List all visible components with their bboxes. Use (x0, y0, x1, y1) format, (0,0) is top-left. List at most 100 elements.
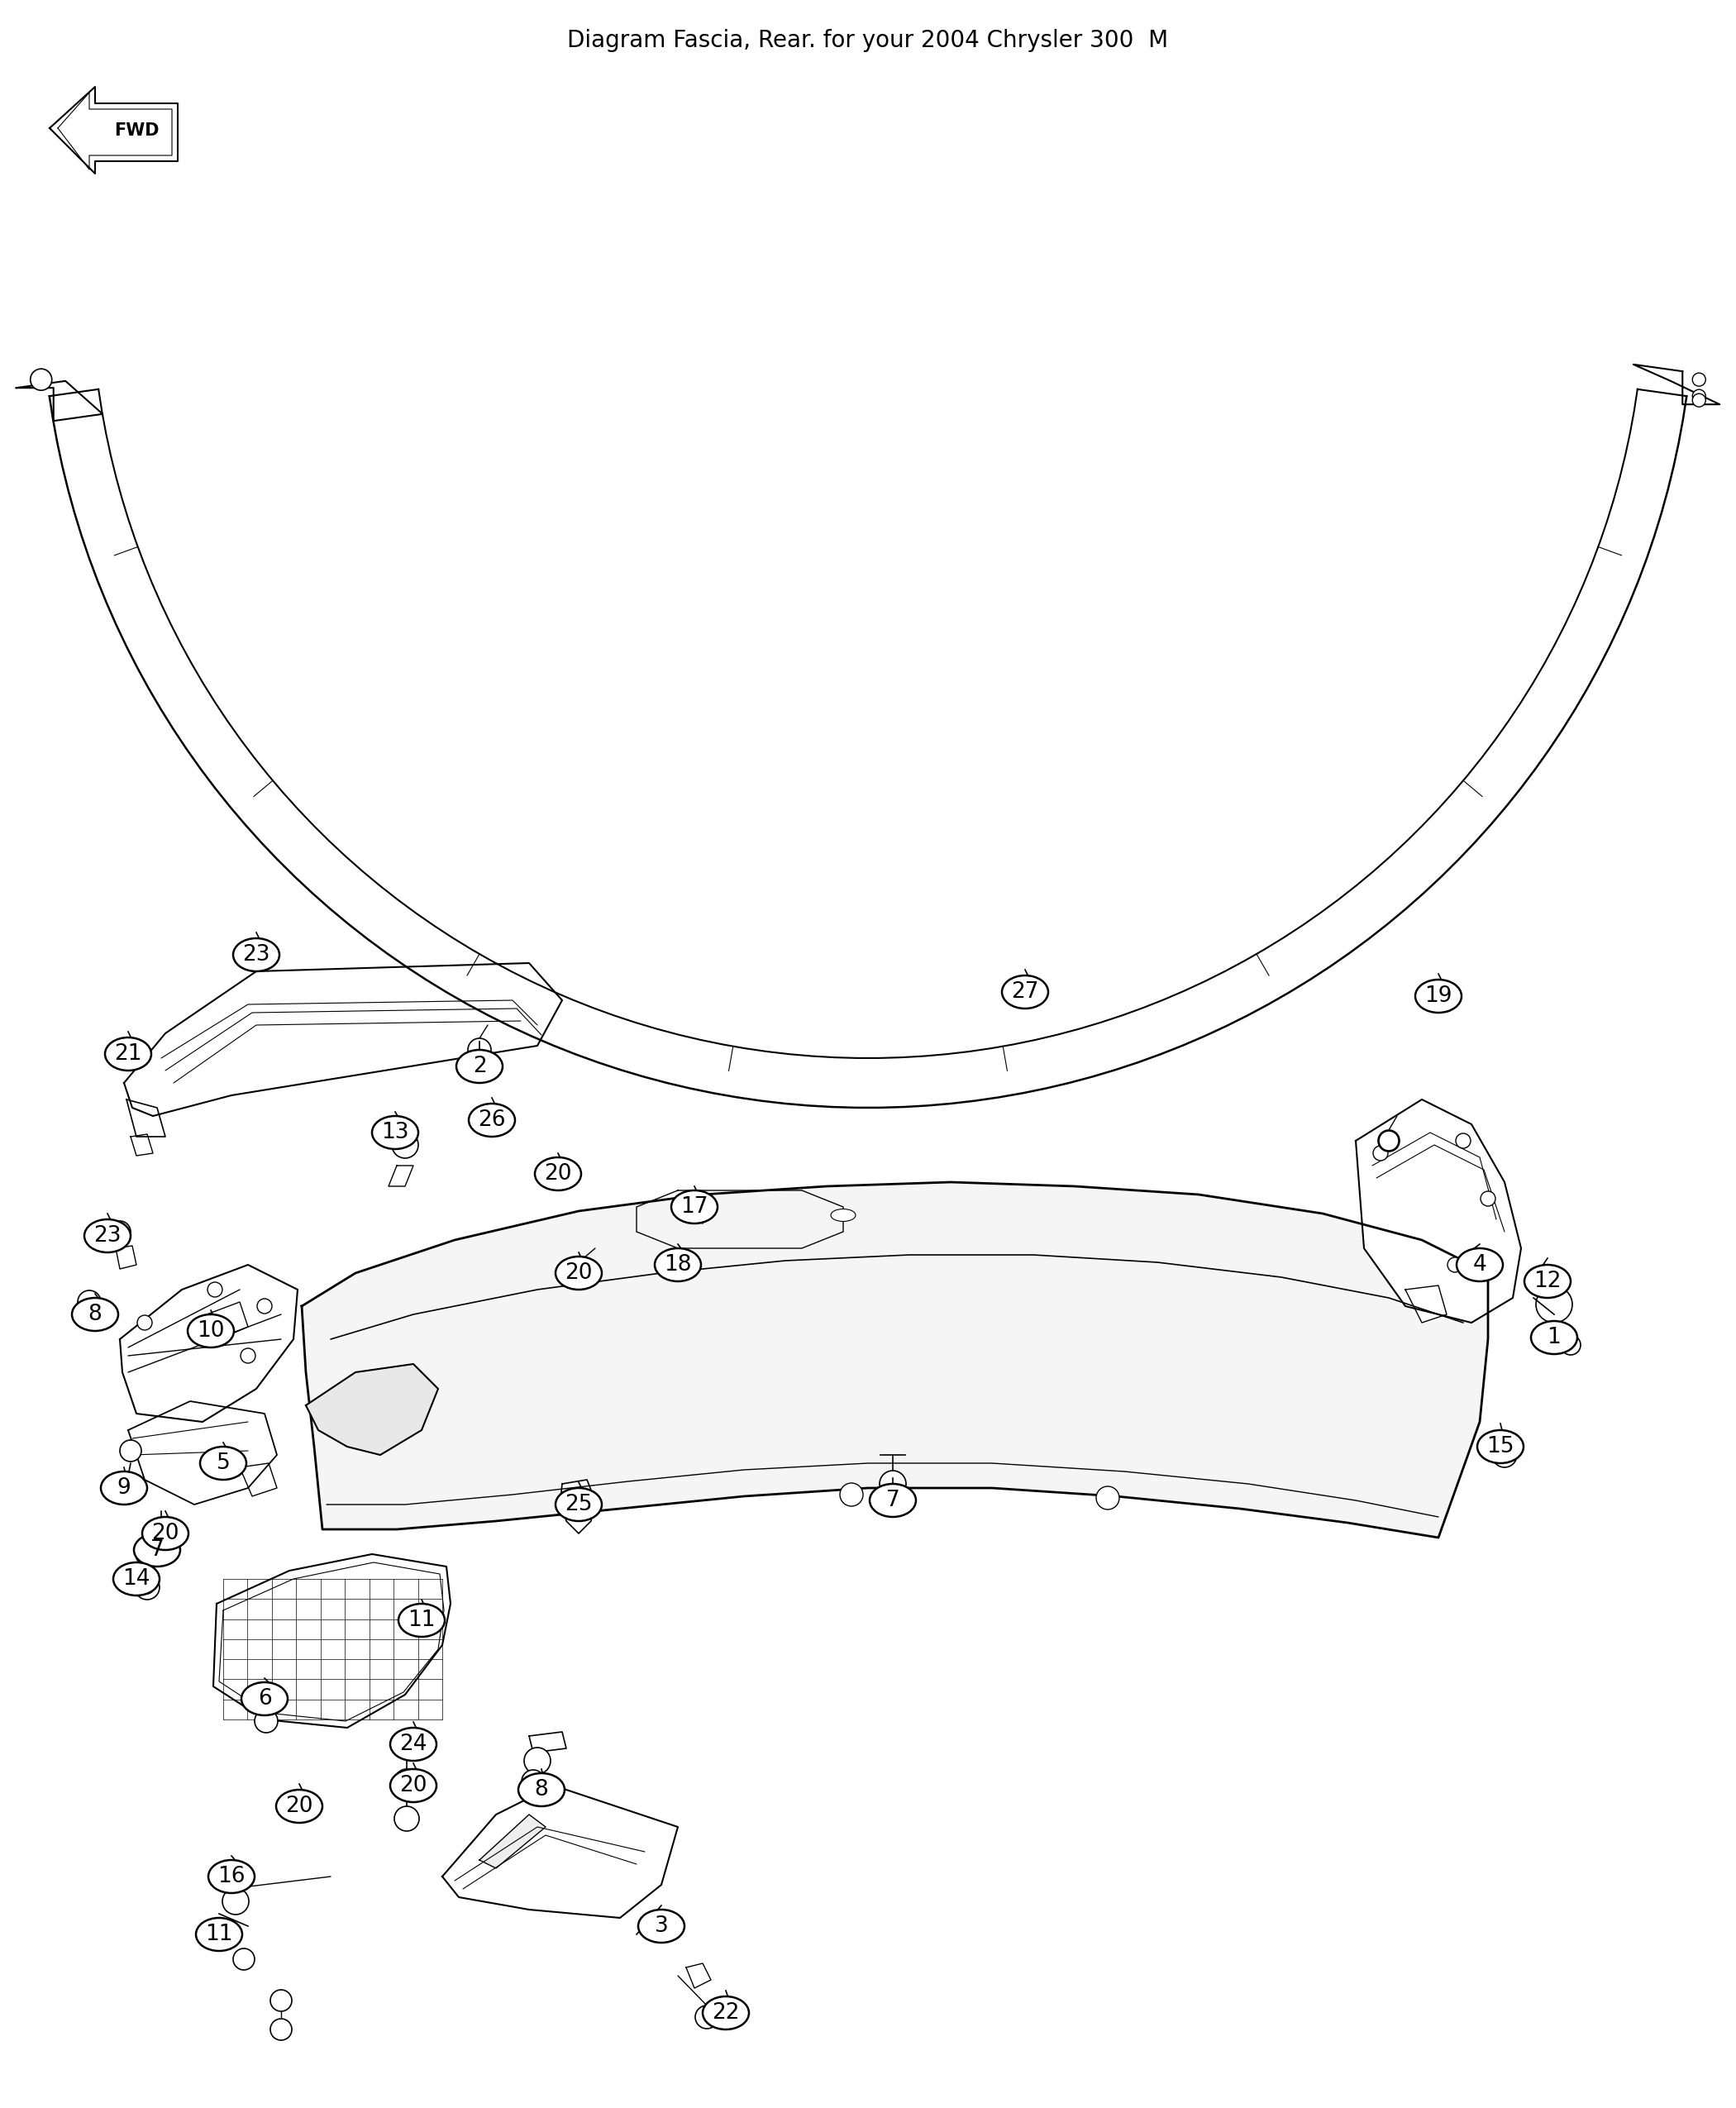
Circle shape (30, 369, 52, 390)
Ellipse shape (1415, 980, 1462, 1012)
Circle shape (271, 1990, 292, 2011)
Polygon shape (207, 1303, 248, 1339)
Circle shape (233, 1948, 255, 1971)
Polygon shape (1356, 1100, 1521, 1322)
Circle shape (840, 1484, 863, 1507)
Polygon shape (116, 1246, 137, 1269)
Circle shape (137, 1315, 153, 1330)
Circle shape (1434, 989, 1457, 1012)
Ellipse shape (372, 1115, 418, 1149)
Text: 10: 10 (196, 1320, 224, 1341)
Ellipse shape (101, 1471, 148, 1505)
Text: 13: 13 (382, 1121, 410, 1143)
Text: Diagram Fascia, Rear. for your 2004 Chrysler 300  M: Diagram Fascia, Rear. for your 2004 Chry… (568, 30, 1168, 53)
Polygon shape (302, 1183, 1488, 1537)
Circle shape (392, 1132, 418, 1157)
Text: 18: 18 (663, 1254, 691, 1275)
Polygon shape (529, 1733, 566, 1752)
Text: 20: 20 (543, 1164, 571, 1185)
Ellipse shape (703, 1996, 748, 2030)
Circle shape (1493, 1442, 1517, 1467)
Text: 15: 15 (1486, 1436, 1514, 1457)
Text: 8: 8 (535, 1779, 549, 1800)
Ellipse shape (391, 1729, 436, 1760)
Circle shape (1378, 1130, 1399, 1151)
Ellipse shape (276, 1790, 323, 1823)
Circle shape (141, 1581, 155, 1594)
Circle shape (1378, 1130, 1399, 1151)
Polygon shape (686, 1963, 712, 1988)
Text: 1: 1 (1547, 1326, 1561, 1349)
Text: 20: 20 (399, 1775, 427, 1796)
Text: 3: 3 (654, 1916, 668, 1937)
Ellipse shape (200, 1446, 247, 1480)
Circle shape (149, 1524, 174, 1549)
Ellipse shape (142, 1518, 189, 1549)
Ellipse shape (1531, 1322, 1578, 1353)
Text: 9: 9 (116, 1478, 130, 1499)
Text: 25: 25 (564, 1495, 592, 1516)
Polygon shape (214, 1554, 451, 1729)
Text: 2: 2 (472, 1056, 486, 1077)
Ellipse shape (391, 1769, 436, 1802)
Text: 14: 14 (123, 1568, 151, 1589)
Polygon shape (130, 1134, 153, 1155)
Text: 21: 21 (115, 1043, 142, 1065)
Polygon shape (306, 1364, 437, 1455)
Text: 26: 26 (477, 1109, 505, 1130)
Text: 7: 7 (149, 1539, 163, 1560)
Text: 24: 24 (399, 1733, 427, 1756)
Circle shape (116, 1476, 141, 1501)
Ellipse shape (241, 1682, 288, 1716)
Text: 23: 23 (94, 1225, 122, 1246)
Text: 27: 27 (1010, 980, 1038, 1003)
Circle shape (1526, 1267, 1552, 1292)
Text: 8: 8 (89, 1303, 102, 1326)
Circle shape (1481, 1191, 1495, 1206)
Ellipse shape (519, 1773, 564, 1807)
Ellipse shape (113, 1562, 160, 1596)
Circle shape (109, 1221, 130, 1242)
Circle shape (1095, 1486, 1120, 1509)
Circle shape (394, 1769, 418, 1794)
Ellipse shape (399, 1604, 444, 1636)
Circle shape (524, 1748, 550, 1775)
Ellipse shape (457, 1050, 503, 1084)
Ellipse shape (187, 1315, 234, 1347)
Ellipse shape (556, 1488, 602, 1522)
Circle shape (575, 1492, 599, 1516)
Circle shape (694, 2005, 719, 2028)
Ellipse shape (104, 1037, 151, 1071)
Polygon shape (128, 1402, 278, 1505)
Text: 17: 17 (681, 1195, 708, 1218)
Text: 19: 19 (1425, 984, 1453, 1008)
Circle shape (394, 1807, 418, 1832)
Polygon shape (1406, 1286, 1446, 1322)
Text: 20: 20 (151, 1522, 179, 1545)
Circle shape (208, 1282, 222, 1296)
Ellipse shape (233, 938, 279, 972)
Circle shape (1693, 390, 1706, 403)
Polygon shape (120, 1265, 297, 1423)
Polygon shape (443, 1785, 677, 1918)
Polygon shape (1634, 365, 1720, 405)
Circle shape (257, 1299, 273, 1313)
Ellipse shape (85, 1218, 130, 1252)
Text: 11: 11 (408, 1611, 436, 1632)
Ellipse shape (535, 1157, 582, 1191)
Text: 7: 7 (885, 1490, 899, 1511)
Circle shape (1561, 1334, 1580, 1355)
Ellipse shape (1457, 1248, 1503, 1282)
Ellipse shape (469, 1105, 516, 1136)
Ellipse shape (71, 1299, 118, 1330)
Polygon shape (127, 1100, 165, 1136)
Circle shape (241, 1349, 255, 1364)
Polygon shape (16, 382, 102, 422)
Circle shape (1373, 1147, 1389, 1162)
Circle shape (271, 2019, 292, 2041)
Ellipse shape (1002, 976, 1049, 1008)
Polygon shape (123, 963, 562, 1115)
Text: 20: 20 (564, 1263, 592, 1284)
Circle shape (255, 1710, 278, 1733)
Ellipse shape (672, 1191, 717, 1223)
